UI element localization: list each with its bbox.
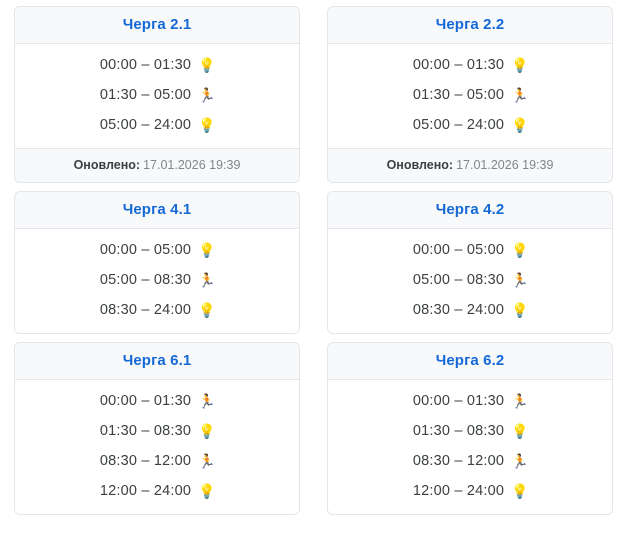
slot-time-range: 00:00 – 01:30 (99, 57, 192, 73)
queue-slot-row: 05:00 – 08:30 🏃 (15, 265, 299, 295)
queue-card-title: Черга 6.1 (122, 352, 192, 369)
light-bulb-icon: 💡 (511, 302, 529, 318)
light-bulb-icon: 💡 (511, 423, 529, 439)
queue-card-header: Черга 4.2 (328, 192, 612, 229)
light-bulb-icon: 💡 (511, 242, 529, 258)
queue-card-footer: Оновлено: 17.01.2026 19:39 (328, 148, 612, 182)
queue-card-header: Черга 2.2 (328, 7, 612, 44)
queue-slot-row: 00:00 – 05:00 💡 (15, 235, 299, 265)
queue-slot-row: 12:00 – 24:00 💡 (328, 476, 612, 506)
queue-slot-row: 08:30 – 12:00 🏃 (328, 446, 612, 476)
queue-slot-row: 08:30 – 24:00 💡 (15, 295, 299, 325)
queue-slot-list: 00:00 – 05:00 💡 05:00 – 08:30 🏃 08:30 – 24:0… (15, 229, 299, 333)
queue-card-header: Черга 6.1 (15, 343, 299, 380)
queue-slot-list: 00:00 – 01:30 🏃 01:30 – 08:30 💡 08:30 – 12:0… (15, 380, 299, 514)
light-bulb-icon: 💡 (198, 483, 216, 499)
queue-slot-row: 05:00 – 08:30 🏃 (328, 265, 612, 295)
queue-slot-list: 00:00 – 01:30 💡 01:30 – 05:00 🏃 05:00 – 24:0… (15, 44, 299, 148)
queue-slot-row: 01:30 – 08:30 💡 (328, 416, 612, 446)
queue-card-title: Черга 6.2 (435, 352, 505, 369)
slot-time-range: 01:30 – 08:30 (412, 423, 505, 439)
queue-card-title: Черга 2.1 (122, 16, 192, 33)
queue-card-footer: Оновлено: 17.01.2026 19:39 (15, 148, 299, 182)
light-bulb-icon: 💡 (198, 242, 216, 258)
queue-slot-row: 12:00 – 24:00 💡 (15, 476, 299, 506)
queue-slot-row: 01:30 – 08:30 💡 (15, 416, 299, 446)
light-bulb-icon: 💡 (511, 483, 529, 499)
power-off-icon: 🏃 (198, 272, 216, 288)
updated-label: Оновлено: (386, 158, 454, 172)
light-bulb-icon: 💡 (198, 57, 216, 73)
slot-time-range: 05:00 – 08:30 (412, 272, 505, 288)
power-off-icon: 🏃 (511, 453, 529, 469)
slot-time-range: 01:30 – 05:00 (99, 87, 192, 103)
queue-slot-row: 00:00 – 01:30 🏃 (15, 386, 299, 416)
slot-time-range: 05:00 – 08:30 (99, 272, 192, 288)
slot-time-range: 05:00 – 24:00 (412, 117, 505, 133)
updated-timestamp: 17.01.2026 19:39 (456, 158, 554, 172)
queue-card-title: Черга 2.2 (435, 16, 505, 33)
light-bulb-icon: 💡 (511, 57, 529, 73)
queue-slot-list: 00:00 – 05:00 💡 05:00 – 08:30 🏃 08:30 – 24:0… (328, 229, 612, 333)
queue-card-title: Черга 4.1 (122, 201, 192, 218)
queue-card: Черга 2.2 00:00 – 01:30 💡 01:30 – 05:00 🏃 05:… (327, 6, 613, 183)
slot-time-range: 08:30 – 24:00 (412, 302, 505, 318)
light-bulb-icon: 💡 (198, 117, 216, 133)
queue-slot-row: 08:30 – 12:00 🏃 (15, 446, 299, 476)
updated-timestamp: 17.01.2026 19:39 (143, 158, 241, 172)
slot-time-range: 12:00 – 24:00 (412, 483, 505, 499)
slot-time-range: 08:30 – 12:00 (99, 453, 192, 469)
queue-card-grid: Черга 2.1 00:00 – 01:30 💡 01:30 – 05:00 🏃 05:… (14, 6, 614, 515)
slot-time-range: 12:00 – 24:00 (99, 483, 192, 499)
power-off-icon: 🏃 (198, 453, 216, 469)
slot-time-range: 08:30 – 12:00 (412, 453, 505, 469)
queue-slot-row: 00:00 – 05:00 💡 (328, 235, 612, 265)
power-off-icon: 🏃 (511, 393, 529, 409)
slot-time-range: 01:30 – 05:00 (412, 87, 505, 103)
queue-slot-row: 08:30 – 24:00 💡 (328, 295, 612, 325)
queue-slot-row: 00:00 – 01:30 💡 (328, 50, 612, 80)
queue-card: Черга 6.1 00:00 – 01:30 🏃 01:30 – 08:30 💡 08:… (14, 342, 300, 515)
slot-time-range: 01:30 – 08:30 (99, 423, 192, 439)
queue-card-header: Черга 6.2 (328, 343, 612, 380)
light-bulb-icon: 💡 (198, 423, 216, 439)
queue-slot-list: 00:00 – 01:30 🏃 01:30 – 08:30 💡 08:30 – 12:0… (328, 380, 612, 514)
queue-slot-row: 05:00 – 24:00 💡 (15, 110, 299, 140)
slot-time-range: 05:00 – 24:00 (99, 117, 192, 133)
queue-card: Черга 2.1 00:00 – 01:30 💡 01:30 – 05:00 🏃 05:… (14, 6, 300, 183)
slot-time-range: 00:00 – 01:30 (99, 393, 192, 409)
power-off-icon: 🏃 (511, 272, 529, 288)
light-bulb-icon: 💡 (198, 302, 216, 318)
slot-time-range: 00:00 – 05:00 (412, 242, 505, 258)
light-bulb-icon: 💡 (511, 117, 529, 133)
queue-slot-row: 00:00 – 01:30 🏃 (328, 386, 612, 416)
slot-time-range: 00:00 – 01:30 (412, 393, 505, 409)
queue-slot-row: 05:00 – 24:00 💡 (328, 110, 612, 140)
slot-time-range: 00:00 – 01:30 (412, 57, 505, 73)
queue-card: Черга 4.1 00:00 – 05:00 💡 05:00 – 08:30 🏃 08:… (14, 191, 300, 334)
queue-card-header: Черга 4.1 (15, 192, 299, 229)
queue-slot-row: 00:00 – 01:30 💡 (15, 50, 299, 80)
power-off-icon: 🏃 (198, 393, 216, 409)
queue-card: Черга 6.2 00:00 – 01:30 🏃 01:30 – 08:30 💡 08:… (327, 342, 613, 515)
queue-card-title: Черга 4.2 (435, 201, 505, 218)
queue-card: Черга 4.2 00:00 – 05:00 💡 05:00 – 08:30 🏃 08:… (327, 191, 613, 334)
queue-slot-row: 01:30 – 05:00 🏃 (328, 80, 612, 110)
slot-time-range: 08:30 – 24:00 (99, 302, 192, 318)
power-off-icon: 🏃 (198, 87, 216, 103)
power-off-icon: 🏃 (511, 87, 529, 103)
updated-label: Оновлено: (73, 158, 141, 172)
queue-slot-list: 00:00 – 01:30 💡 01:30 – 05:00 🏃 05:00 – 24:0… (328, 44, 612, 148)
queue-slot-row: 01:30 – 05:00 🏃 (15, 80, 299, 110)
slot-time-range: 00:00 – 05:00 (99, 242, 192, 258)
queue-card-header: Черга 2.1 (15, 7, 299, 44)
